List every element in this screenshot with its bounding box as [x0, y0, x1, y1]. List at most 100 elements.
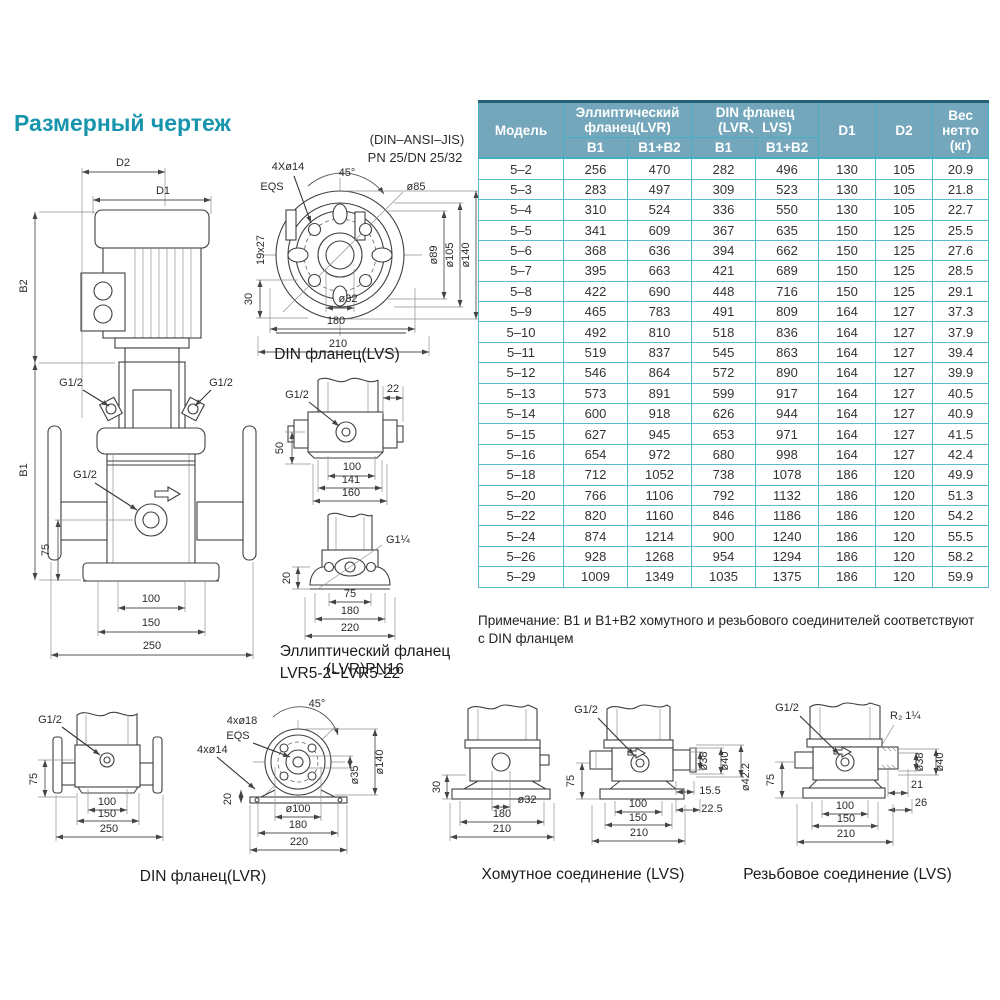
table-cell: 998 — [755, 443, 820, 466]
table-cell: 5–3 — [478, 178, 564, 201]
table-cell: 186 — [818, 484, 877, 506]
d40-label: ø40 — [719, 752, 731, 771]
table-cell: 518 — [691, 321, 757, 343]
dim-50-label: 50 — [274, 442, 286, 454]
table-cell: 49.9 — [932, 464, 990, 486]
table-cell: 105 — [875, 199, 934, 221]
table-cell: 863 — [755, 341, 820, 364]
table-row: 5–16 654 972 680 998 164 127 42.4 — [478, 443, 990, 466]
table-cell: 130 — [818, 178, 877, 201]
table-cell: 54.2 — [932, 504, 990, 527]
table-cell: 125 — [875, 239, 934, 262]
dim-21-label: 21 — [911, 779, 923, 791]
angle-45-label: 45° — [339, 167, 356, 179]
spec-table: Модель Эллиптический фланец(LVR) DIN фла… — [478, 99, 990, 588]
table-cell: 738 — [691, 464, 757, 486]
pump-head — [96, 427, 206, 455]
table-cell: 900 — [691, 525, 757, 547]
threaded-caption: Резьбовое соединение (LVS) — [743, 866, 952, 883]
dim-250-label: 250 — [143, 640, 161, 652]
table-row: 5–14 600 918 626 944 164 127 40.9 — [478, 403, 990, 425]
dim-d1-label: D1 — [156, 185, 170, 197]
table-cell: 127 — [875, 423, 934, 445]
table-cell: 1214 — [626, 525, 693, 547]
table-cell: 5–20 — [478, 484, 564, 506]
table-cell: 792 — [691, 484, 757, 506]
table-cell: 5–6 — [478, 239, 564, 262]
table-cell: 5–11 — [478, 341, 564, 364]
dim-75-label: 75 — [28, 773, 40, 785]
table-cell: 164 — [818, 403, 877, 425]
table-cell: 465 — [563, 301, 628, 323]
table-cell: 58.2 — [932, 545, 990, 568]
table-cell: 928 — [563, 545, 628, 568]
table-cell: 22.7 — [932, 199, 990, 221]
col-group-din: DIN фланец (LVR、LVS) — [691, 99, 820, 139]
suction-flange — [47, 425, 62, 561]
lvr-bottom-drawing: G1¼ 20 75 180 220 — [281, 512, 411, 640]
pump-base — [82, 562, 220, 582]
table-cell: 282 — [691, 157, 757, 180]
dim-22-label: 22 — [387, 383, 399, 395]
table-cell: 654 — [563, 443, 628, 466]
g12-label: G1/2 — [38, 714, 62, 726]
table-cell: 37.9 — [932, 321, 990, 343]
table-cell: 783 — [626, 301, 693, 323]
dim-75-label: 75 — [40, 544, 52, 556]
dim-210b-label: 210 — [630, 827, 648, 839]
table-cell: 470 — [626, 157, 693, 180]
slot-label: 19x27 — [255, 235, 267, 265]
table-cell: 1035 — [691, 566, 757, 588]
table-cell: 448 — [691, 280, 757, 303]
table-cell: 680 — [691, 443, 757, 466]
g12-label: G1/2 — [574, 704, 598, 716]
table-cell: 127 — [875, 301, 934, 323]
table-cell: 5–13 — [478, 382, 564, 405]
port-g12-left-label: G1/2 — [59, 377, 83, 389]
table-cell: 492 — [563, 321, 628, 343]
table-cell: 1078 — [755, 464, 820, 486]
table-cell: 130 — [818, 199, 877, 221]
din-lvs-caption: DIN фланец(LVS) — [274, 346, 400, 363]
d40-label: ø40 — [934, 753, 946, 772]
discharge-flange — [242, 425, 257, 561]
table-cell: 1268 — [626, 545, 693, 568]
bolt-holes-label: 4Xø14 — [272, 161, 304, 173]
table-cell: 120 — [875, 525, 934, 547]
table-cell: 164 — [818, 341, 877, 364]
col-b1b2-b: B1+B2 — [755, 137, 820, 159]
table-row: 5–29 1009 1349 1035 1375 186 120 59.9 — [478, 566, 990, 588]
table-row: 5–6 368 636 394 662 150 125 27.6 — [478, 239, 990, 262]
table-cell: 635 — [755, 219, 820, 241]
col-b1-a: B1 — [563, 137, 628, 159]
table-cell: 712 — [563, 464, 628, 486]
table-cell: 690 — [626, 280, 693, 303]
table-cell: 497 — [626, 178, 693, 201]
table-cell: 1186 — [755, 504, 820, 527]
table-cell: 164 — [818, 301, 877, 323]
table-row: 5–20 766 1106 792 1132 186 120 51.3 — [478, 484, 990, 506]
dim-210-label: 210 — [837, 828, 855, 840]
table-cell: 39.4 — [932, 341, 990, 364]
d38-label: ø38 — [914, 753, 926, 772]
table-cell: 550 — [755, 199, 820, 221]
dim-250-label: 250 — [100, 823, 118, 835]
clamp-drawing: 30 ø32 180 210 G1/2 75 ø38 ø40 ø42.2 15.… — [431, 704, 752, 845]
table-cell: 394 — [691, 239, 757, 262]
table-row: 5–12 546 864 572 890 164 127 39.9 — [478, 362, 990, 384]
dim-75-label: 75 — [344, 588, 356, 600]
table-cell: 164 — [818, 443, 877, 466]
table-cell: 5–22 — [478, 504, 564, 527]
table-cell: 336 — [691, 199, 757, 221]
standard-label-2: PN 25/DN 25/32 — [368, 150, 463, 165]
table-row: 5–4 310 524 336 550 130 105 22.7 — [478, 199, 990, 221]
table-cell: 120 — [875, 566, 934, 588]
motor-cap — [94, 209, 210, 249]
d140-label: ø140 — [460, 242, 472, 267]
dim-30-label: 30 — [243, 293, 255, 305]
d38-label: ø38 — [698, 752, 710, 771]
lvr-side-drawing: G1/2 22 50 100 141 160 — [274, 377, 404, 505]
table-cell: 864 — [626, 362, 693, 384]
table-note: Примечание: B1 и B1+B2 хомутного и резьб… — [478, 613, 975, 646]
table-cell: 523 — [755, 178, 820, 201]
